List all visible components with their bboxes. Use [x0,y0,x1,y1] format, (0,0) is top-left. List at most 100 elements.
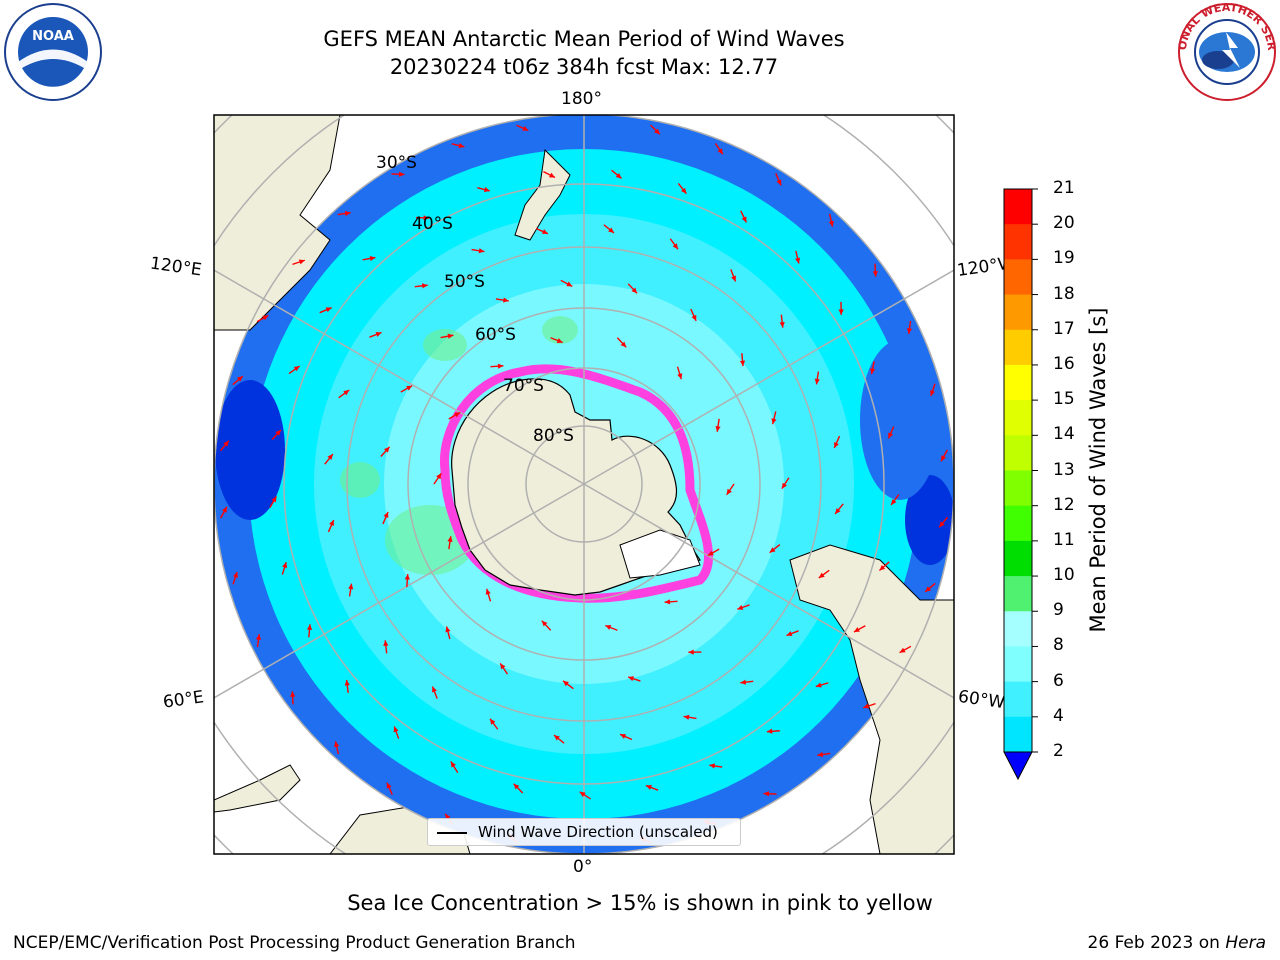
wind-wave-arrowhead [421,283,428,289]
wind-wave-arrowhead [406,385,413,391]
chart-title: GEFS MEAN Antarctic Mean Period of Wind … [323,27,845,51]
wind-wave-arrowhead [447,333,454,339]
wind-wave-arrowhead [393,726,399,733]
colorbar-tick-label: 10 [1053,565,1075,586]
wind-wave-arrowhead [398,171,405,177]
colorbar-tick-label: 6 [1053,670,1064,691]
wind-wave-arrowhead [325,307,332,313]
wind-wave-arrowhead [795,257,801,264]
wind-wave-arrowhead [870,368,876,375]
wind-wave-arrowhead [740,679,747,685]
colorbar-band [1004,540,1032,577]
wind-wave-arrowhead [709,763,716,769]
wind-wave-arrowhead [386,782,392,789]
wind-wave-arrowhead [707,550,714,556]
wind-wave-arrowhead [939,521,945,528]
colorbar-tick-label: 19 [1053,248,1075,269]
wind-wave-arrowhead [680,187,687,194]
wind-wave-arrowhead [817,751,824,758]
wind-wave-arrowhead [677,373,683,380]
footer-host: Hera [1225,933,1266,953]
wind-wave-arrowhead [835,508,841,514]
wind-wave-arrowhead [888,432,894,439]
wind-wave-arrowhead [432,686,437,693]
wind-wave-arrowhead [566,281,573,287]
wind-wave-arrowhead [293,366,300,372]
wind-wave-arrowhead [620,341,627,348]
footer-credit: NCEP/EMC/Verification Post Processing Pr… [13,933,576,953]
lon-label-0: 0° [573,857,593,877]
noaa-logo-icon: NOAA [4,3,102,101]
wind-wave-arrowhead [779,321,785,328]
colorbar-tick-label: 21 [1053,178,1075,198]
wind-wave-arrowhead [306,624,313,630]
wind-wave-arrowhead [863,703,870,709]
wind-wave-arrowhead [872,271,878,277]
wind-wave-arrowhead [815,682,822,688]
colorbar-band [1004,364,1032,401]
wind-wave-arrowhead [739,360,746,367]
colorbar-label: Mean Period of Wind Waves [s] [1086,307,1110,633]
wind-wave-arrowhead [348,583,354,590]
wind-wave-arrowhead [828,220,834,227]
wind-wave-arrowhead [327,454,333,460]
wind-wave-arrowhead [344,210,351,217]
colorbar-band [1004,611,1032,647]
wind-wave-arrowhead [522,125,529,131]
colorbar-band [1004,470,1032,507]
wind-wave-arrowhead [255,634,262,640]
colorbar-band [1004,329,1032,366]
colorbar-extend-arrow [1003,751,1033,781]
colorbar-band [1004,435,1032,471]
wind-wave-arrowhead [891,499,897,505]
wind-wave-arrows [219,124,949,844]
wind-wave-arrowhead [731,275,736,282]
wind-wave-arrowhead [615,173,622,179]
noaa-logo-text: NOAA [32,29,74,44]
wind-wave-arrowhead [485,588,491,595]
wind-wave-arrowhead [282,562,288,569]
wind-wave-arrowhead [275,429,281,436]
wind-wave-arrowhead [608,227,614,233]
wind-wave-arrowhead [654,128,660,135]
colorbar-tick-label: 9 [1053,600,1064,621]
wind-wave-arrowhead [631,287,638,294]
wind-wave-arrowhead [683,714,690,720]
wind-wave-arrowhead [766,728,773,734]
colorbar-tick-label: 8 [1053,635,1064,656]
wind-wave-arrowhead [513,783,520,790]
wind-wave-arrowhead [447,536,453,542]
colorbar-tick-label: 13 [1053,459,1075,480]
wind-wave-arrowhead [223,440,229,447]
wind-wave-arrowhead [290,691,296,697]
map-frame [213,114,955,855]
wind-wave-arrowhead [941,455,946,462]
wind-wave-arrowhead [620,734,627,739]
wind-wave-arrowhead [717,148,723,155]
legend-label: Wind Wave Direction (unscaled) [478,823,718,841]
wind-wave-arrowhead [834,441,839,448]
wind-wave-arrowhead [490,718,496,725]
wind-wave-arrowhead [786,631,793,636]
wind-wave-arrowhead [563,680,569,687]
wind-wave-arrowhead [579,791,586,797]
wind-wave-arrowhead [549,172,556,178]
wind-wave-arrowhead [899,647,906,653]
sea-ice-caption: Sea Ice Concentration > 15% is shown in … [347,891,933,915]
wind-wave-arrowhead [664,599,671,605]
wind-wave-arrowhead [450,761,456,768]
wind-wave-arrowhead [672,243,678,250]
colorbar [1003,188,1038,781]
colorbar-tick-label: 11 [1053,529,1075,550]
wind-wave-arrowhead [454,412,461,418]
colorbar-band [1004,294,1032,331]
colorbar-tick-label: 17 [1053,318,1075,339]
wind-wave-arrowhead [500,663,506,670]
wind-wave-arrowhead [814,378,820,385]
wind-wave-arrowhead [781,482,788,489]
wind-wave-arrowhead [497,363,504,369]
footer-date-text: 26 Feb 2023 on [1087,933,1220,953]
colorbar-band [1004,224,1032,260]
map-legend: Wind Wave Direction (unscaled) [427,818,741,846]
legend-line-swatch [437,832,467,834]
